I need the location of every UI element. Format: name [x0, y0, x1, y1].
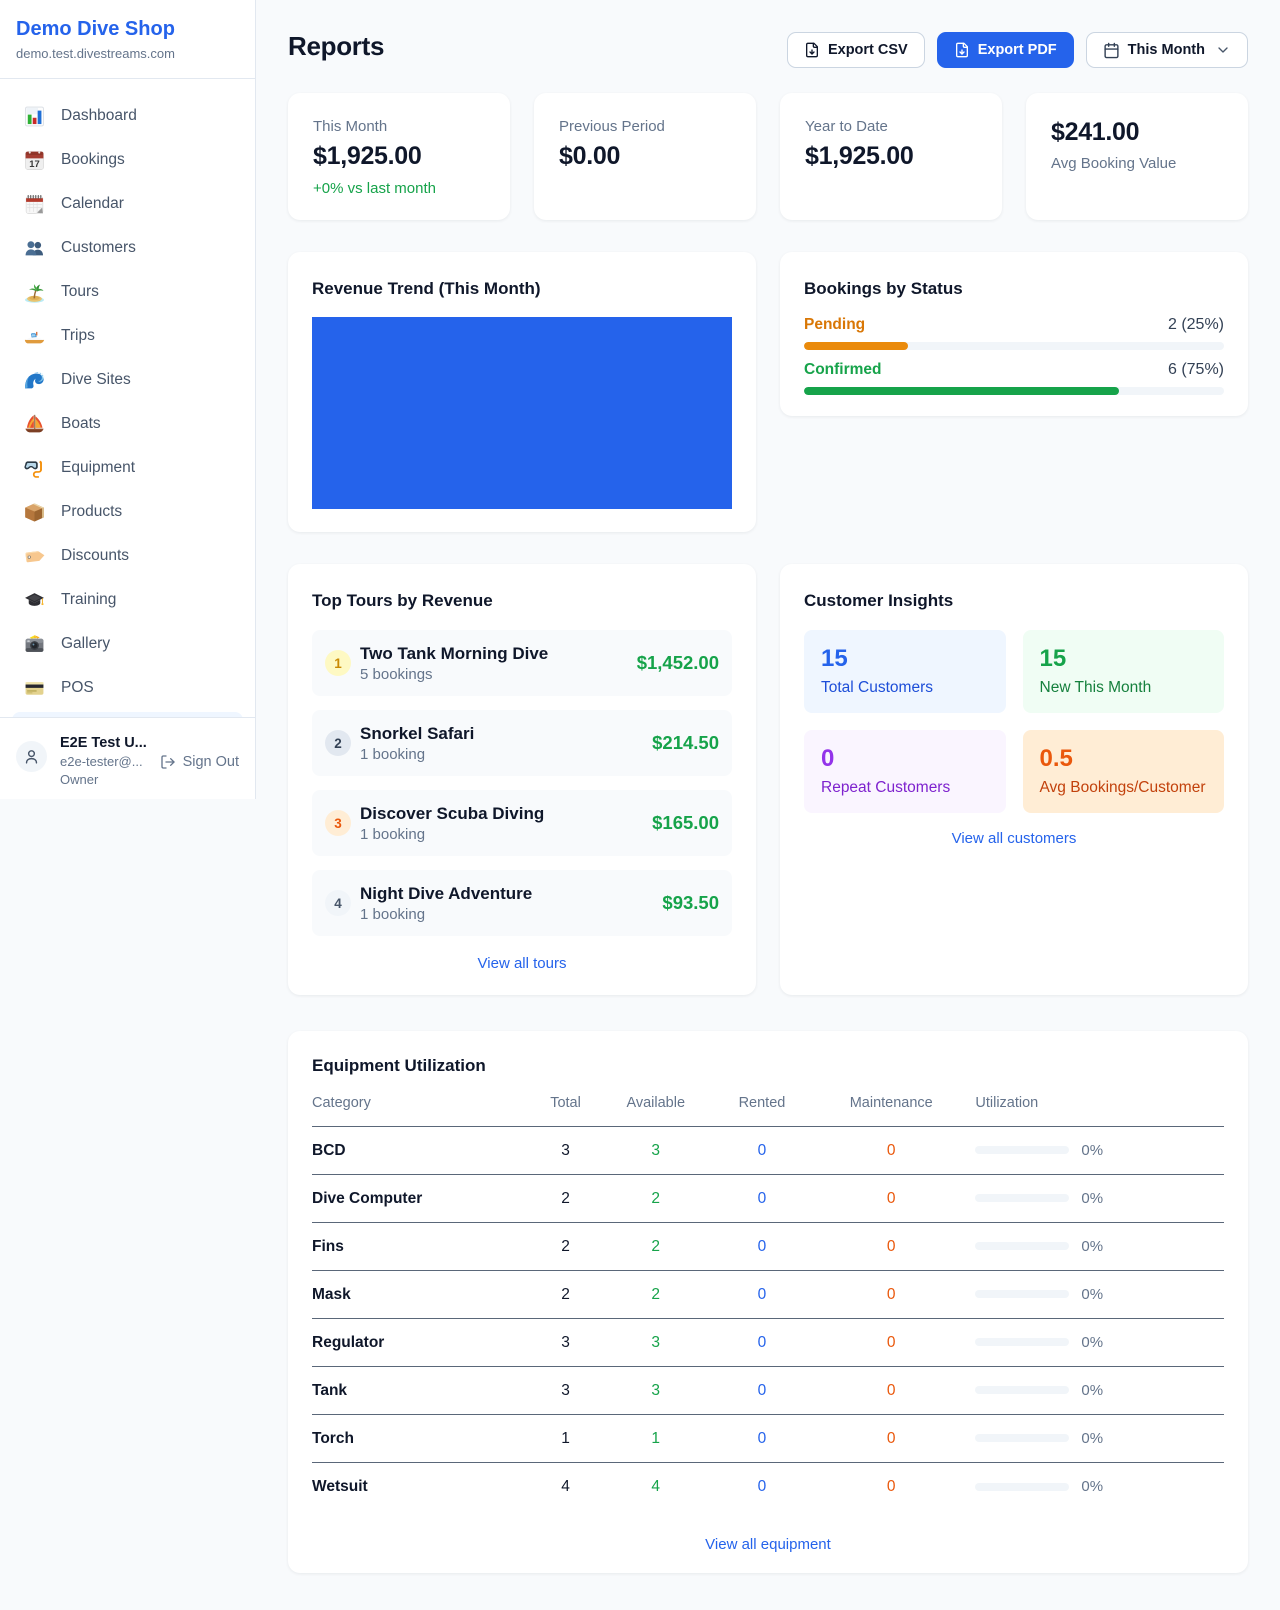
svg-text:17: 17: [29, 158, 40, 169]
